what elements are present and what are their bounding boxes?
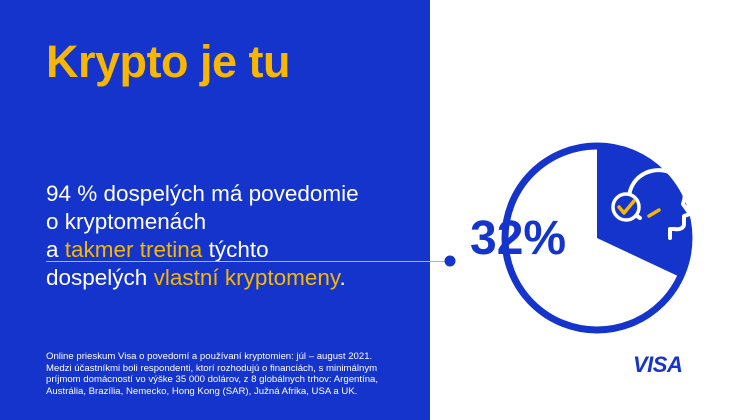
footnote-line-4: Austrália, Brazília, Nemecko, Hong Kong … [46, 385, 358, 397]
pie-slice-32 [597, 146, 689, 278]
visa-logo: VISA [633, 352, 683, 377]
connector-dot [444, 255, 456, 267]
statement-line-3-post: týchto [202, 237, 269, 262]
headline-title: Krypto je tu [46, 36, 291, 87]
statement-line-4: dospelých vlastní kryptomeny. [46, 264, 436, 292]
highlight-takmer-tretina: takmer tretina [64, 237, 203, 262]
statement-line-1: 94 % dospelých má povedomie [46, 181, 359, 206]
footnote: Online prieskum Visa o povedomí a použív… [46, 351, 426, 397]
statement-line-2: o kryptomenách [46, 209, 207, 234]
statement-text: 94 % dospelých má povedomie o kryptomená… [46, 180, 436, 292]
footnote-line-2: Medzi účastníkmi boli respondenti, ktorí… [46, 362, 378, 374]
highlight-vlastni-kryptomeny: vlastní kryptomeny [153, 265, 340, 290]
person-check-icon [611, 168, 692, 240]
footnote-line-3: príjmom domácností vo výške 35 000 dolár… [46, 374, 379, 386]
percent-label: 32% [470, 212, 566, 265]
statement-line-4-pre: dospelých [46, 265, 154, 290]
statement-line-3-pre: a [46, 237, 65, 262]
connector-line [46, 261, 450, 262]
statement-line-4-post: . [339, 265, 346, 290]
statement-line-3: a takmer tretina týchto [46, 236, 436, 264]
left-blue-panel [0, 0, 430, 420]
footnote-line-1: Online prieskum Visa o povedomí a použív… [46, 351, 373, 362]
